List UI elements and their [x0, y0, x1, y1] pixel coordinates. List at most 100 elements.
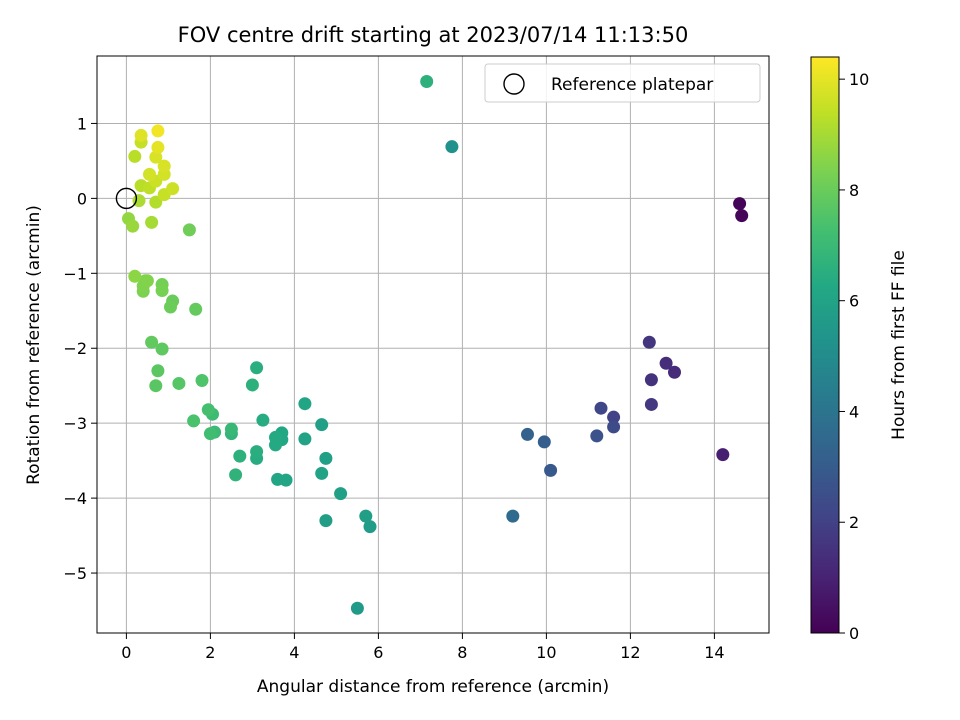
- data-point: [350, 601, 364, 615]
- data-point: [126, 219, 140, 233]
- legend-reference-marker: [503, 73, 525, 95]
- data-point: [145, 335, 159, 349]
- data-point: [149, 195, 163, 209]
- data-point: [716, 448, 730, 462]
- x-tick-label: 14: [704, 643, 724, 662]
- data-point: [182, 223, 196, 237]
- data-point: [521, 427, 534, 441]
- y-axis: −5 −4 −3 −2 −1 0 1: [63, 114, 97, 583]
- y-axis-label: Rotation from reference (arcmin): [24, 205, 44, 485]
- reference-marker-layer: [115, 187, 138, 210]
- data-point: [164, 300, 177, 314]
- colorbar-tick-label: 8: [849, 181, 859, 200]
- data-point: [151, 364, 165, 378]
- data-point: [224, 422, 238, 436]
- data-point: [149, 150, 163, 164]
- data-point: [203, 427, 217, 441]
- data-point: [256, 413, 270, 427]
- data-point: [359, 509, 373, 523]
- y-tick-label: −5: [63, 564, 87, 583]
- data-point: [334, 487, 348, 501]
- data-point: [149, 379, 163, 393]
- y-tick-label: −2: [63, 339, 87, 358]
- data-point: [245, 378, 259, 392]
- data-point: [233, 449, 247, 463]
- colorbar-tick-label: 10: [849, 70, 869, 89]
- data-points: [122, 74, 749, 615]
- x-tick-label: 0: [121, 643, 131, 662]
- data-point: [155, 342, 169, 356]
- x-tick-label: 6: [373, 643, 383, 662]
- data-point: [157, 159, 171, 173]
- data-point: [733, 197, 747, 211]
- data-point: [735, 209, 749, 223]
- data-point: [151, 124, 165, 138]
- data-point: [642, 335, 656, 349]
- data-point: [145, 215, 159, 229]
- grid-lines: [97, 56, 769, 633]
- data-point: [298, 397, 312, 411]
- y-tick-label: −4: [63, 489, 87, 508]
- colorbar-tick-label: 0: [849, 624, 859, 643]
- data-point: [201, 403, 215, 417]
- data-point: [151, 140, 165, 154]
- data-point: [271, 472, 285, 486]
- legend-box: [484, 63, 761, 103]
- x-tick-label: 8: [457, 643, 467, 662]
- y-tick-label: 1: [77, 114, 87, 133]
- data-point: [229, 468, 243, 482]
- legend-entry-label: Reference platepar: [551, 75, 713, 95]
- data-point: [420, 74, 434, 88]
- chart-title: FOV centre drift starting at 2023/07/14 …: [178, 23, 689, 47]
- data-point: [445, 140, 459, 154]
- data-point: [155, 284, 169, 298]
- data-point: [172, 376, 186, 390]
- data-point: [187, 414, 201, 428]
- data-point: [143, 167, 156, 181]
- data-point: [269, 430, 282, 444]
- y-tick-label: −1: [63, 264, 87, 283]
- colorbar: 0 2 4 6 8 10 Hours from first FF file: [810, 56, 909, 643]
- x-axis-label: Angular distance from reference (arcmin): [257, 677, 609, 697]
- data-point: [659, 356, 673, 370]
- x-tick-label: 2: [205, 643, 215, 662]
- data-point: [250, 445, 264, 459]
- data-point: [134, 128, 148, 142]
- colorbar-gradient: [810, 56, 840, 634]
- colorbar-ticks: 0 2 4 6 8 10: [839, 70, 869, 643]
- data-point: [590, 429, 604, 443]
- colorbar-label: Hours from first FF file: [889, 250, 909, 440]
- data-point: [128, 269, 142, 283]
- colorbar-tick-label: 2: [849, 513, 859, 532]
- data-point: [315, 418, 329, 432]
- data-point: [140, 274, 154, 288]
- data-point: [544, 463, 558, 477]
- colorbar-tick-label: 4: [849, 402, 859, 421]
- data-point: [166, 182, 180, 196]
- data-point: [315, 466, 329, 480]
- data-point: [644, 373, 658, 387]
- data-point: [319, 514, 333, 528]
- data-point: [607, 420, 621, 434]
- x-tick-label: 4: [289, 643, 299, 662]
- data-point: [668, 365, 681, 379]
- data-point: [363, 520, 377, 534]
- reference-platepar-marker: [115, 187, 138, 210]
- legend: Reference platepar: [484, 63, 761, 103]
- colorbar-tick-label: 6: [849, 292, 859, 311]
- data-point: [607, 410, 621, 424]
- data-point: [195, 373, 209, 387]
- x-tick-label: 10: [536, 643, 556, 662]
- data-point: [189, 302, 203, 316]
- y-tick-label: −3: [63, 414, 87, 433]
- data-point: [506, 509, 520, 523]
- data-point: [128, 149, 142, 163]
- data-point: [594, 401, 608, 415]
- data-point: [537, 435, 551, 449]
- plot-frame: [96, 55, 770, 634]
- data-point: [644, 397, 658, 411]
- x-tick-label: 12: [620, 643, 640, 662]
- data-point: [319, 451, 333, 465]
- data-point: [250, 361, 264, 375]
